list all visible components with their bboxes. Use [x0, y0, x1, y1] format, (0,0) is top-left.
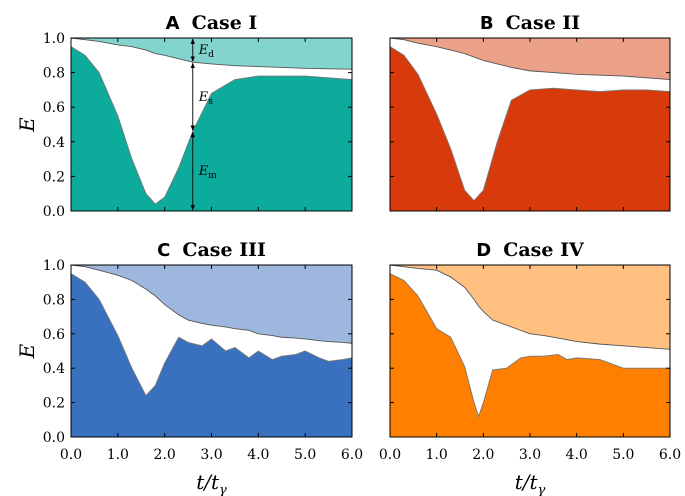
x-tick-label: 0.0	[60, 447, 82, 463]
panel-letter: C	[157, 240, 170, 261]
x-axis-label: t/tγ	[515, 470, 546, 496]
panel-case-name: Case I	[192, 12, 258, 34]
y-tick-label: 0.0	[43, 430, 65, 446]
x-tick-label: 6.0	[341, 447, 363, 463]
x-tick-label: 2.0	[154, 447, 176, 463]
panel-title: D Case IV	[476, 239, 585, 261]
y-tick-label: 0.8	[43, 292, 65, 308]
dissipated-energy-area	[390, 265, 670, 350]
dissipated-energy-area	[390, 38, 670, 80]
y-tick-label: 0.4	[43, 361, 65, 377]
y-tick-label: 0.6	[43, 327, 65, 343]
panel-case-name: Case II	[506, 12, 581, 34]
x-tick-label: 6.0	[659, 447, 681, 463]
total-energy-line	[389, 264, 671, 350]
y-tick-label: 0.2	[43, 396, 65, 412]
panel-letter: A	[166, 13, 180, 34]
panel-letter: D	[476, 240, 491, 261]
x-axis-label: t/tγ	[196, 470, 227, 496]
total-energy-line	[70, 37, 353, 70]
panel-d: 0.0 1.0 2.0 3.0 4.0 5.0 6.0 D Case IV t/tγ	[379, 239, 681, 496]
panel-c: 0.0 1.0 2.0 3.0 4.0 5.0 6.0 0.0 0.2 0.4 0.6 0.8 1.0 C…	[15, 239, 363, 496]
mean-energy-area	[71, 273, 352, 437]
x-tick-label: 3.0	[200, 447, 222, 463]
y-tick-label: 0.0	[43, 204, 65, 220]
y-tick-label: 0.8	[43, 66, 65, 82]
y-axis-label: E	[15, 343, 39, 359]
mean-energy-line	[389, 46, 671, 202]
mean-energy-area	[71, 46, 352, 212]
y-tick-label: 0.2	[43, 169, 65, 185]
x-tick-label: 0.0	[379, 447, 401, 463]
panel-case-name: Case IV	[503, 239, 585, 261]
annotation-subscript: d	[208, 50, 214, 60]
mean-energy-line	[70, 46, 353, 205]
panel-letter: B	[480, 13, 494, 34]
y-axis-label: E	[15, 117, 39, 133]
x-tick-label: 3.0	[519, 447, 541, 463]
annotation-subscript: s	[208, 97, 213, 107]
dissipated-energy-area	[71, 265, 352, 344]
x-axis-label-subscript: γ	[219, 483, 227, 496]
panel-title: A Case I	[166, 12, 258, 34]
y-tick-label: 1.0	[43, 258, 65, 274]
y-tick-label: 1.0	[43, 31, 65, 47]
mean-energy-area	[390, 273, 670, 437]
mean-energy-line	[389, 273, 670, 418]
x-tick-label: 1.0	[107, 447, 129, 463]
mean-energy-line	[70, 273, 353, 397]
x-tick-label: 4.0	[566, 447, 588, 463]
x-tick-label: 4.0	[247, 447, 269, 463]
total-energy-line	[389, 37, 671, 80]
dissipated-energy-area	[71, 38, 352, 70]
mean-energy-area	[390, 46, 670, 212]
x-axis-label-subscript: γ	[538, 483, 546, 496]
y-tick-label: 0.6	[43, 100, 65, 116]
panel-b: B Case II	[389, 12, 671, 212]
annotation-subscript: m	[208, 171, 217, 181]
x-tick-label: 5.0	[612, 447, 634, 463]
panel-title: B Case II	[480, 12, 580, 34]
x-tick-label: 1.0	[426, 447, 448, 463]
x-tick-label: 2.0	[472, 447, 494, 463]
total-energy-line	[70, 264, 353, 344]
panel-title: C Case III	[157, 239, 266, 261]
panel-case-name: Case III	[182, 239, 266, 261]
x-tick-label: 5.0	[294, 447, 316, 463]
y-tick-label: 0.4	[43, 135, 65, 151]
